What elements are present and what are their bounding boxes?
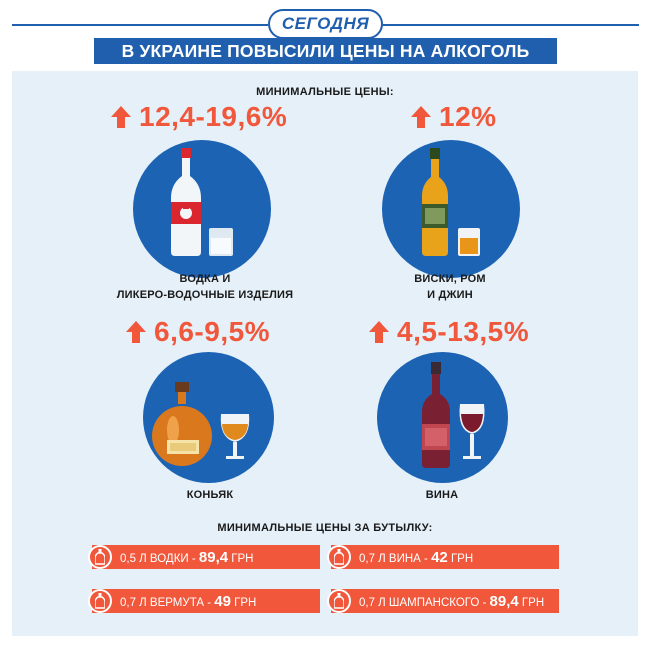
headline-text: В УКРАИНЕ ПОВЫСИЛИ ЦЕНЫ НА АЛКОГОЛЬ xyxy=(121,40,530,61)
increase-cognac-value: 6,6-9,5% xyxy=(154,316,271,347)
price-value: 42 xyxy=(431,548,448,566)
vodka-label-line1: ВОДКА И xyxy=(179,273,231,285)
vodka-illustration xyxy=(133,140,271,278)
bottle-icon xyxy=(88,589,112,613)
cognac-bottle-icon xyxy=(152,382,250,466)
price-unit: ГРН xyxy=(518,596,545,609)
header-divider-right xyxy=(383,24,639,26)
category-label-cognac: КОНЬЯК xyxy=(160,488,260,503)
category-label-vodka-2: ЛИКЕРО-ВОДОЧНЫЕ ИЗДЕЛИЯ xyxy=(100,288,310,303)
increase-whisky-value: 12% xyxy=(439,101,497,132)
bottle-icon xyxy=(327,545,351,569)
increase-vodka: 12,4-19,6% xyxy=(110,101,287,133)
price-text: 0,5 Л ВОДКИ - 89,4 ГРН xyxy=(120,549,254,566)
bottle-icon xyxy=(88,545,112,569)
brand-logo: СЕГОДНЯ xyxy=(268,9,383,39)
wine-label-line1: ВИНА xyxy=(425,489,459,501)
arrow-up-icon xyxy=(111,106,131,128)
whisky-illustration xyxy=(382,140,520,278)
infographic-panel xyxy=(12,71,638,636)
increase-wine: 4,5-13,5% xyxy=(368,316,529,348)
bottle-icon xyxy=(327,589,351,613)
price-item: 0,5 Л ВОДКИ - xyxy=(120,552,199,565)
vodka-bottle-icon xyxy=(171,148,233,256)
vodka-label-line2: ЛИКЕРО-ВОДОЧНЫЕ ИЗДЕЛИЯ xyxy=(116,289,294,301)
category-label-whisky: ВИСКИ, РОМ xyxy=(390,272,510,287)
increase-whisky: 12% xyxy=(410,101,497,133)
price-item: 0,7 Л ШАМПАНСКОГО - xyxy=(359,596,490,609)
arrow-up-icon xyxy=(126,321,146,343)
whisky-bottle-icon xyxy=(422,148,480,256)
brand-logo-text: СЕГОДНЯ xyxy=(281,14,370,33)
increase-cognac: 6,6-9,5% xyxy=(125,316,270,348)
category-label-wine: ВИНА xyxy=(392,488,492,503)
category-label-vodka: ВОДКА И xyxy=(130,272,280,287)
price-item: 0,7 Л ВЕРМУТА - xyxy=(120,596,215,609)
arrow-up-icon xyxy=(369,321,389,343)
price-item: 0,7 Л ВИНА - xyxy=(359,552,432,565)
price-pill-vermouth: 0,7 Л ВЕРМУТА - 49 ГРН xyxy=(88,589,320,613)
bottle-prices-heading: МИНИМАЛЬНЫЕ ЦЕНЫ ЗА БУТЫЛКУ: xyxy=(217,522,433,534)
category-label-whisky-2: И ДЖИН xyxy=(390,288,510,303)
price-unit: ГРН xyxy=(228,552,254,565)
header-divider-left xyxy=(12,24,268,26)
cognac-label-line1: КОНЬЯК xyxy=(186,489,234,501)
price-text: 0,7 Л ВИНА - 42 ГРН xyxy=(359,549,473,566)
increase-vodka-value: 12,4-19,6% xyxy=(139,101,288,132)
price-pill-vodka: 0,5 Л ВОДКИ - 89,4 ГРН xyxy=(88,545,320,569)
price-pill-wine: 0,7 Л ВИНА - 42 ГРН xyxy=(327,545,559,569)
price-value: 49 xyxy=(214,592,231,610)
price-unit: ГРН xyxy=(447,552,474,565)
price-unit: ГРН xyxy=(230,596,257,609)
price-pill-champagne: 0,7 Л ШАМПАНСКОГО - 89,4 ГРН xyxy=(327,589,559,613)
price-text: 0,7 Л ВЕРМУТА - 49 ГРН xyxy=(120,593,256,610)
headline-banner: В УКРАИНЕ ПОВЫСИЛИ ЦЕНЫ НА АЛКОГОЛЬ xyxy=(94,38,557,64)
min-prices-heading: МИНИМАЛЬНЫЕ ЦЕНЫ: xyxy=(256,86,394,98)
arrow-up-icon xyxy=(411,106,431,128)
price-text: 0,7 Л ШАМПАНСКОГО - 89,4 ГРН xyxy=(359,593,544,610)
increase-wine-value: 4,5-13,5% xyxy=(397,316,530,347)
price-value: 89,4 xyxy=(198,548,229,566)
cognac-illustration xyxy=(143,352,274,483)
price-value: 89,4 xyxy=(489,592,519,610)
whisky-label-line1: ВИСКИ, РОМ xyxy=(414,273,486,285)
wine-illustration xyxy=(377,352,508,483)
wine-bottle-icon xyxy=(422,362,485,468)
whisky-label-line2: И ДЖИН xyxy=(427,289,473,301)
